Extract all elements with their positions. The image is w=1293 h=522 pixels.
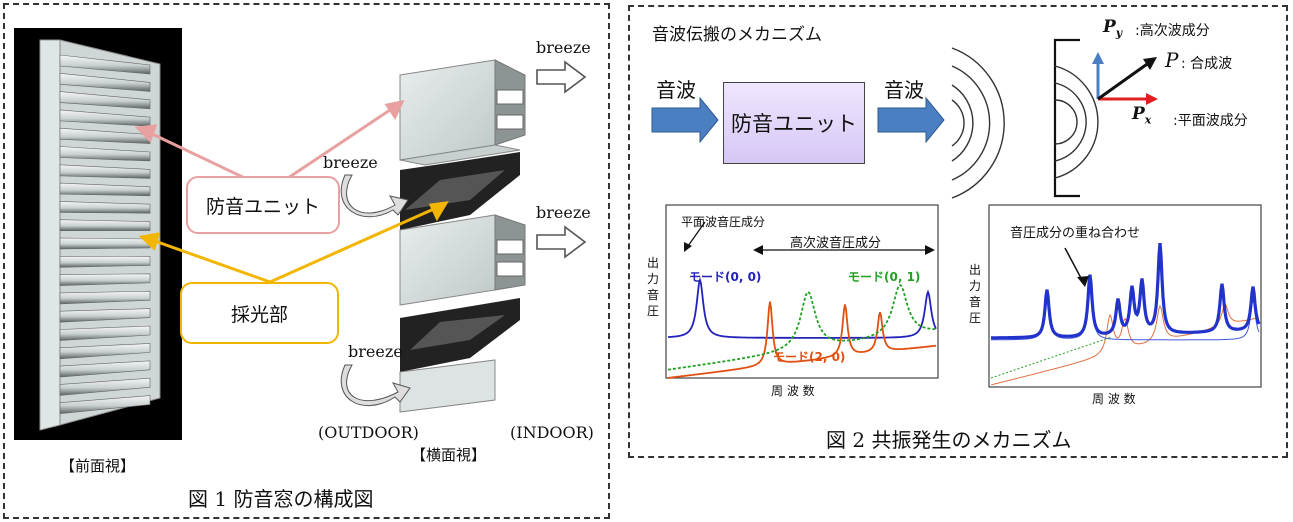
louver-slat xyxy=(59,182,151,197)
fig2-title: 音波伝搬のメカニズム xyxy=(652,25,822,45)
breeze-curve-top xyxy=(340,174,409,218)
px-desc: :平面波成分 xyxy=(1173,113,1248,129)
breeze-label-bottom-left: breeze xyxy=(348,342,403,361)
left-y-char: 力 xyxy=(647,272,660,286)
input-wave-arrow xyxy=(651,96,719,144)
p-symbol: P xyxy=(1165,48,1179,72)
mode00-label: モード(0, 0) xyxy=(689,270,762,284)
overlay-label: 音圧成分の重ね合わせ xyxy=(1010,226,1141,241)
louver-slat xyxy=(59,146,151,162)
louver-slat xyxy=(59,127,151,144)
louver-slat xyxy=(59,395,151,415)
side-view-unit-top xyxy=(399,59,526,166)
louver-slat xyxy=(59,72,151,92)
front-view-louver xyxy=(39,39,161,431)
py-label: Py xyxy=(1103,17,1122,39)
figure2-caption: 図 2 共振発生のメカニズム xyxy=(826,428,1072,452)
py-subscript: y xyxy=(1115,26,1123,40)
duct-arcs xyxy=(1054,65,1099,179)
mode01-label: モード(0, 1) xyxy=(848,270,921,284)
figure1-frame xyxy=(3,3,610,519)
side-view-unit-mid xyxy=(399,214,526,306)
louver-slat xyxy=(59,237,151,250)
right-y-char: 出 xyxy=(969,263,982,277)
output-wave-arrow xyxy=(877,96,945,144)
py-desc: :高次波成分 xyxy=(1135,23,1210,39)
px-label: Px xyxy=(1132,104,1151,126)
breeze-label-mid-right: breeze xyxy=(536,203,591,222)
louver-slat xyxy=(59,308,151,323)
louver-slat xyxy=(59,54,151,75)
right-graph-ylabel: 出 力 音 圧 xyxy=(969,262,983,326)
left-y-char: 出 xyxy=(647,256,660,270)
left-y-char: 圧 xyxy=(647,304,660,318)
side-view-label: 【横面視】 xyxy=(411,446,487,464)
front-view-label: 【前面視】 xyxy=(60,457,136,475)
px-subscript: x xyxy=(1144,113,1152,127)
soundproof-unit-box: 防音ユニット xyxy=(723,82,865,164)
input-wave-label: 音波 xyxy=(656,78,696,102)
p-desc: : 合成波 xyxy=(1181,56,1233,72)
louver-slat xyxy=(59,290,151,305)
louver-slat xyxy=(59,201,151,214)
louver-slat xyxy=(59,273,151,286)
figure2-frame xyxy=(628,5,1288,458)
breeze-curve-bottom xyxy=(340,364,411,407)
overlay-pointer xyxy=(1064,247,1083,281)
right-y-char: 圧 xyxy=(969,311,982,325)
left-graph-curves xyxy=(667,276,937,379)
right-y-char: 力 xyxy=(969,279,982,293)
breeze-label-top-right: breeze xyxy=(536,38,591,57)
louver-slat xyxy=(59,360,151,378)
px-symbol: P xyxy=(1132,104,1145,124)
breeze-label-mid-left: breeze xyxy=(323,153,378,172)
duct-wall xyxy=(1053,38,1080,198)
left-graph-ylabel: 出 力 音 圧 xyxy=(647,255,661,319)
louver-slat xyxy=(59,325,151,341)
wave-arcs xyxy=(951,47,1005,199)
output-wave-label: 音波 xyxy=(884,78,924,102)
left-graph-xlabel: 周 波 数 xyxy=(771,384,815,398)
side-view-dark-slab-2 xyxy=(400,298,520,372)
mode20-label: モード(2, 0) xyxy=(773,350,846,364)
louver-slat xyxy=(59,377,151,396)
right-graph-curves xyxy=(990,242,1261,386)
right-graph-xlabel: 周 波 数 xyxy=(1092,392,1136,406)
figure1-caption: 図 1 防音窓の構成図 xyxy=(188,487,374,511)
louver-slat xyxy=(59,164,151,179)
py-symbol: P xyxy=(1103,17,1116,37)
louver-slat xyxy=(59,219,151,232)
right-graph-frame xyxy=(988,204,1262,388)
louver-slat xyxy=(59,343,151,360)
breeze-arrow-mid xyxy=(536,225,587,259)
plane-wave-label: 平面波音圧成分 xyxy=(681,215,766,229)
left-y-char: 音 xyxy=(647,288,660,302)
louver-slat xyxy=(59,255,151,268)
right-y-char: 音 xyxy=(969,295,982,309)
louver-slat xyxy=(59,91,151,110)
daylight-pointer-arrows xyxy=(138,201,449,284)
outdoor-label: (OUTDOOR) xyxy=(318,423,419,442)
daylight-label-box: 採光部 xyxy=(180,282,339,344)
p-vector xyxy=(1097,60,1151,101)
unit-label-box: 防音ユニット xyxy=(186,176,340,234)
indoor-label: (INDOOR) xyxy=(510,423,594,442)
higher-wave-label: 高次波音圧成分 xyxy=(790,236,882,251)
breeze-arrow-top xyxy=(536,60,587,94)
